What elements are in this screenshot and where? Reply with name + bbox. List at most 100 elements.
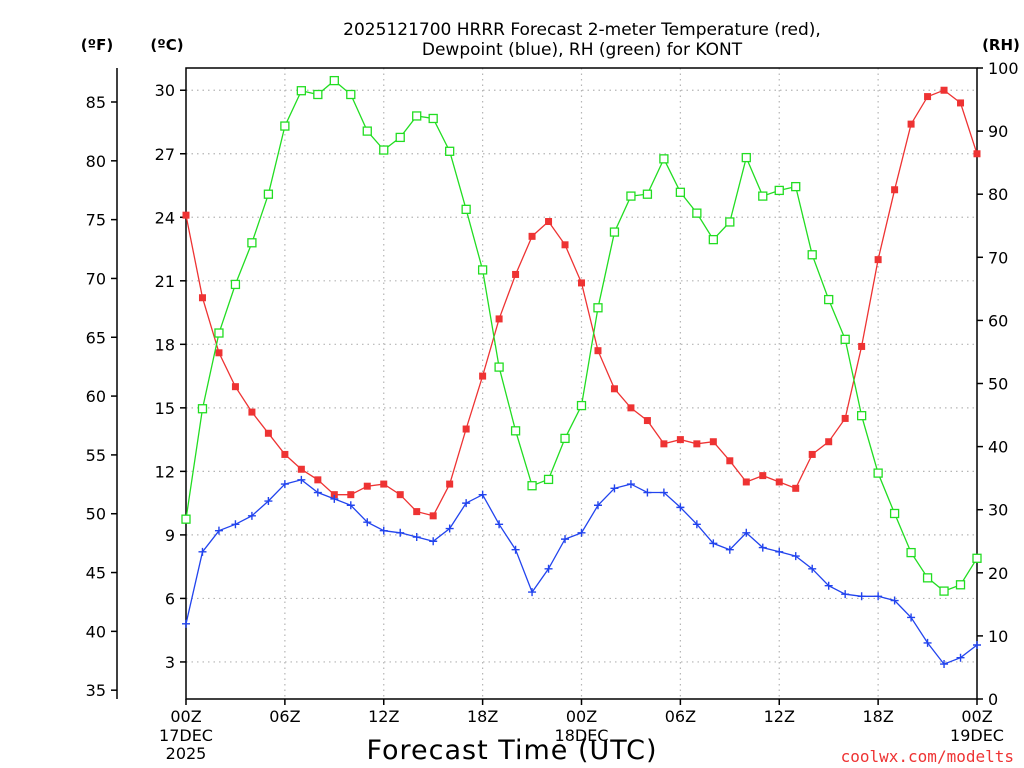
x-tick-date-label: 19DEC [950,726,1004,745]
dewpoint-point [198,547,207,556]
temperature-point [627,404,635,412]
fahrenheit-tick-label: 35 [86,681,106,700]
dewpoint-point [412,533,421,542]
rh-point [873,468,883,478]
fahrenheit-tick-label: 85 [86,93,106,112]
rh-tick-label: 10 [988,627,1008,646]
dewpoint-point [280,480,289,489]
temperature-point [396,491,404,499]
dewpoint-point [923,638,932,647]
rh-point [758,191,768,201]
dewpoint-point [725,545,734,554]
rh-point [214,328,224,338]
temperature-point [841,414,849,422]
rh-point [725,217,735,227]
temperature-point [231,383,239,391]
dewpoint-point [626,480,635,489]
temperature-point [858,342,866,350]
temperature-point [380,480,388,488]
dewpoint-point [214,526,223,535]
dewpoint-point [907,613,916,622]
temperature-point [495,315,503,323]
rh-point [428,113,438,124]
dewpoint-point [659,488,668,497]
rh-tick-label: 70 [988,248,1008,267]
x-tick-date-label: 17DEC [159,726,213,745]
celsius-tick-label: 3 [165,653,175,672]
rh-point [263,189,274,199]
temperature-point [610,385,618,393]
rh-point [560,433,570,444]
celsius-tick-label: 24 [155,208,175,227]
fahrenheit-tick-label: 70 [86,269,106,288]
temperature-point [297,465,305,473]
rh-point [659,154,669,164]
dewpoint-point [247,511,256,520]
temperature-point [742,478,750,486]
x-tick-label: 18Z [467,707,498,726]
celsius-unit-label: (ºC) [150,36,183,54]
temperature-point [429,512,437,520]
temperature-point [248,408,256,416]
temperature-point [957,99,965,107]
celsius-tick-label: 15 [155,399,175,418]
fahrenheit-tick-label: 80 [86,152,106,171]
temperature-point [264,429,272,437]
fahrenheit-tick-label: 75 [86,211,106,230]
temperature-point [726,457,734,465]
temperature-point [594,347,602,355]
rh-point [675,187,686,197]
x-axis-title: Forecast Time (UTC) [366,735,657,766]
temperature-point [792,484,800,492]
temperature-point [479,372,487,380]
dewpoint-point [593,501,602,510]
rh-tick-label: 0 [988,690,998,709]
dewpoint-point [692,520,701,529]
dewpoint-point [528,588,537,597]
dewpoint-point [791,552,800,561]
rh-point [412,111,422,121]
rh-point [445,146,455,156]
fahrenheit-tick-label: 65 [86,328,106,347]
dewpoint-point [643,488,652,497]
temperature-point [940,86,948,94]
dewpoint-point [544,564,553,573]
rh-tick-label: 40 [988,438,1008,457]
celsius-tick-label: 21 [155,272,175,291]
celsius-tick-label: 27 [155,145,175,164]
temperature-point [198,294,206,302]
rh-point [708,234,718,245]
rh-point [362,126,372,136]
celsius-tick-label: 12 [155,462,175,481]
axes: 35 40 45 50 55 60 65 70 75 80 85 3 6 9 12 15 18 21 24 27 30 0… [86,59,1019,763]
dewpoint-point [758,543,767,552]
dewpoint-point [429,537,438,546]
temperature-point [182,211,190,219]
rh-tick-label: 30 [988,501,1008,520]
rh-tick-label: 100 [988,59,1019,78]
temperature-point [561,241,569,249]
dewpoint-point [956,653,965,662]
temperature-point [973,150,981,158]
rh-point [247,238,257,248]
x-tick-label: 00Z [170,707,201,726]
temperature-point [891,186,899,194]
dewpoint-point [297,475,306,484]
temperature-point [775,478,783,486]
rh-tick-label: 50 [988,375,1008,394]
rh-point [576,400,587,411]
dewpoint-point [577,528,586,537]
rh-point [626,191,636,201]
dewpoint-point [511,545,520,554]
dewpoint-line [185,479,978,665]
rh-point [230,279,241,290]
temperature-point [314,476,322,484]
dewpoint-point [478,490,487,499]
rh-point [510,426,521,436]
temperature-point [693,440,701,448]
rh-point [824,294,834,305]
temperature-point [347,491,355,499]
x-tick-label: 12Z [764,707,795,726]
rh-point [379,145,389,155]
temperature-point [709,438,717,446]
